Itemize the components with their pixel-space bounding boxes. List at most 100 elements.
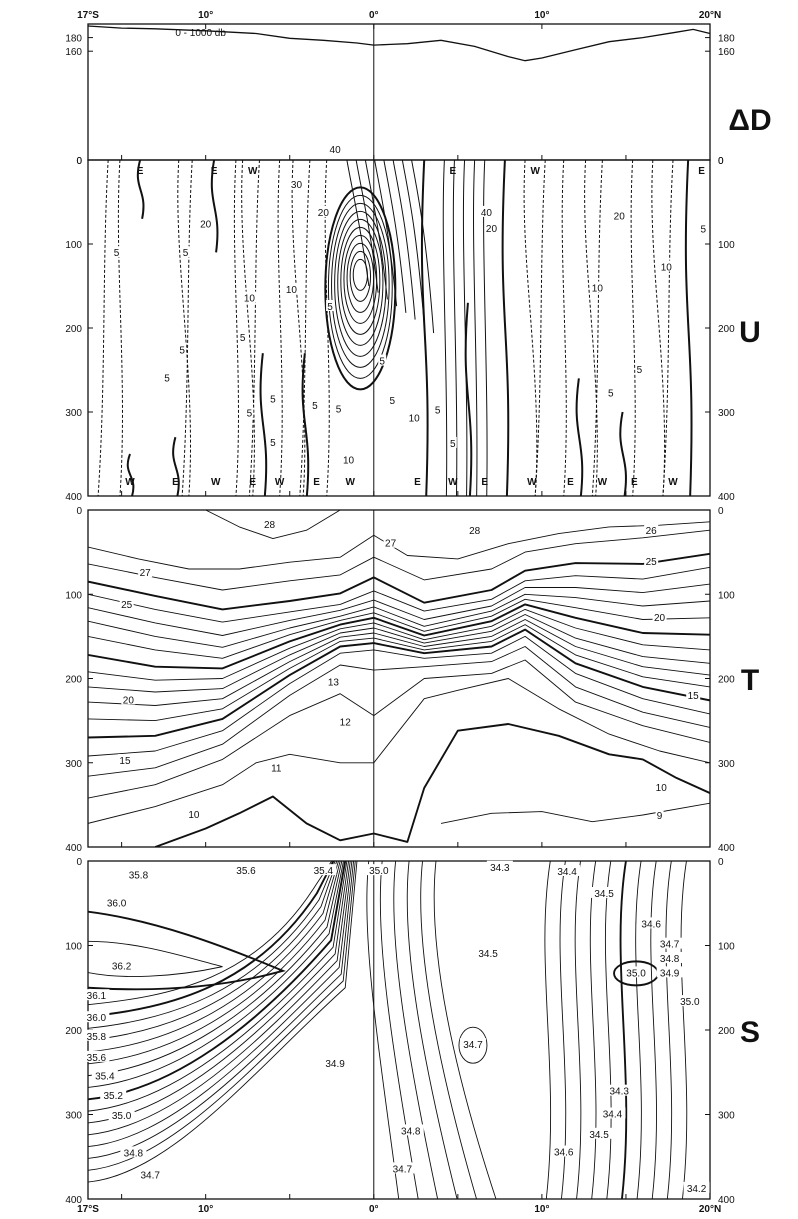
current-direction-label: E (567, 477, 574, 488)
current-direction-label: W (275, 477, 285, 488)
isohaline (574, 861, 582, 1199)
salinity-frame (87, 860, 711, 1200)
contour-label-bg (119, 598, 134, 610)
panel-label-u: U (739, 316, 761, 349)
contour-label-bg (397, 1124, 424, 1136)
westward-contour (241, 160, 255, 496)
isotherm-16 (88, 624, 710, 722)
contour-label-bg (612, 209, 627, 221)
isohaline (379, 861, 419, 1199)
eastward-contour (442, 160, 448, 496)
y-tick-label-right: 200 (718, 675, 735, 686)
isotherm-27 (88, 521, 710, 570)
contour-label: 5 (327, 302, 333, 313)
contour-label: 34.3 (609, 1087, 629, 1098)
isohaline (650, 861, 657, 1199)
y-tick-label-left: 180 (65, 34, 82, 45)
isohaline (544, 861, 552, 1199)
contour-label-bg (448, 436, 457, 448)
contour-label: 34.4 (557, 867, 577, 878)
contour-label: 35.0 (626, 968, 646, 979)
contour-label: 5 (435, 405, 441, 416)
y-tick-label-left: 400 (65, 843, 82, 854)
westward-contour (630, 160, 636, 496)
isotherm-10 (154, 723, 710, 847)
contour-label-bg (341, 453, 356, 465)
contour-label-bg (606, 1084, 633, 1096)
contour-label-bg (83, 1011, 110, 1023)
x-tick-label: 10° (198, 1204, 213, 1215)
isohaline (635, 861, 642, 1199)
contour-label-bg (484, 221, 499, 233)
y-tick-label-left: 200 (65, 1026, 82, 1037)
eastward-contour (364, 160, 388, 300)
panel-label-s: S (740, 1016, 760, 1049)
current-direction-label: W (527, 477, 537, 488)
contour-label: 35.4 (314, 866, 334, 877)
westward-contour (523, 160, 538, 496)
undercurrent-contour (340, 226, 381, 335)
current-direction-label: E (481, 477, 488, 488)
y-tick-label-left: 100 (65, 942, 82, 953)
current-direction-label: W (530, 166, 540, 177)
undercurrent-contour (327, 194, 393, 379)
isohaline-34-7-closed (458, 1026, 488, 1064)
temperature-contours (88, 510, 710, 847)
contour-label: 5 (164, 373, 170, 384)
panel-label-dynamic-height: ΔD (728, 104, 771, 137)
contour-label: 34.7 (463, 1040, 483, 1051)
y-tick-label-left: 400 (65, 1195, 82, 1206)
eastward-contour (136, 160, 145, 219)
contour-label-bg (268, 436, 277, 448)
isohaline (433, 861, 497, 1199)
isohaline-36 (88, 910, 286, 991)
contour-label-bg (656, 966, 683, 978)
undercurrent-contour (331, 202, 390, 368)
contour-label-bg (686, 689, 701, 701)
westward-contour (248, 160, 260, 496)
isotherm-22 (88, 593, 710, 648)
contour-label: 35.8 (129, 870, 149, 881)
westward-contour (299, 160, 311, 496)
contour-label-bg (467, 524, 482, 536)
y-tick-label-right: 100 (718, 590, 735, 601)
isohaline (589, 861, 597, 1199)
x-tick-label: 0° (369, 1204, 379, 1215)
eastward-contour (301, 353, 310, 496)
isohaline (420, 861, 477, 1199)
contour-label-bg (656, 937, 683, 949)
zonal-velocity-panel: 0 0 100 100 200 200 300 300 400 400 40 30 20 20 40 20 20… (65, 142, 761, 503)
contour-label: 5 (637, 365, 643, 376)
isohaline (88, 861, 348, 1112)
y-tick-label-left: 0 (76, 156, 82, 167)
current-direction-label: W (346, 477, 356, 488)
y-tick-label-left: 0 (76, 156, 82, 167)
undercurrent-contour (349, 250, 372, 302)
contour-label: 34.7 (140, 1170, 160, 1181)
contour-label-bg (120, 1146, 147, 1158)
y-tick-label-left: 200 (65, 324, 82, 335)
contour-label: 36.2 (112, 962, 132, 973)
isohaline (88, 861, 338, 1041)
isohaline (366, 861, 400, 1199)
contour-label-bg (644, 524, 659, 536)
isotherm-26 (88, 529, 710, 591)
current-direction-label: E (631, 477, 638, 488)
x-tick-label: 10° (534, 10, 549, 21)
isohaline (665, 861, 673, 1199)
contour-label: 5 (700, 225, 706, 236)
isohaline (88, 861, 358, 1183)
current-direction-label: W (448, 477, 458, 488)
contour-label: 5 (240, 333, 246, 344)
eastward-contour (392, 160, 416, 320)
contour-label: 15 (119, 756, 131, 767)
contour-label-bg (83, 1029, 110, 1041)
contour-label-bg (638, 917, 665, 929)
y-tick-label-right: 400 (718, 1195, 735, 1206)
contour-label-bg (103, 896, 130, 908)
eastward-contour (383, 160, 407, 313)
eastward-contour (259, 353, 268, 496)
contour-label: 35.6 (87, 1053, 107, 1064)
y-tick-label-left: 400 (65, 492, 82, 503)
contour-label-bg (676, 995, 703, 1007)
